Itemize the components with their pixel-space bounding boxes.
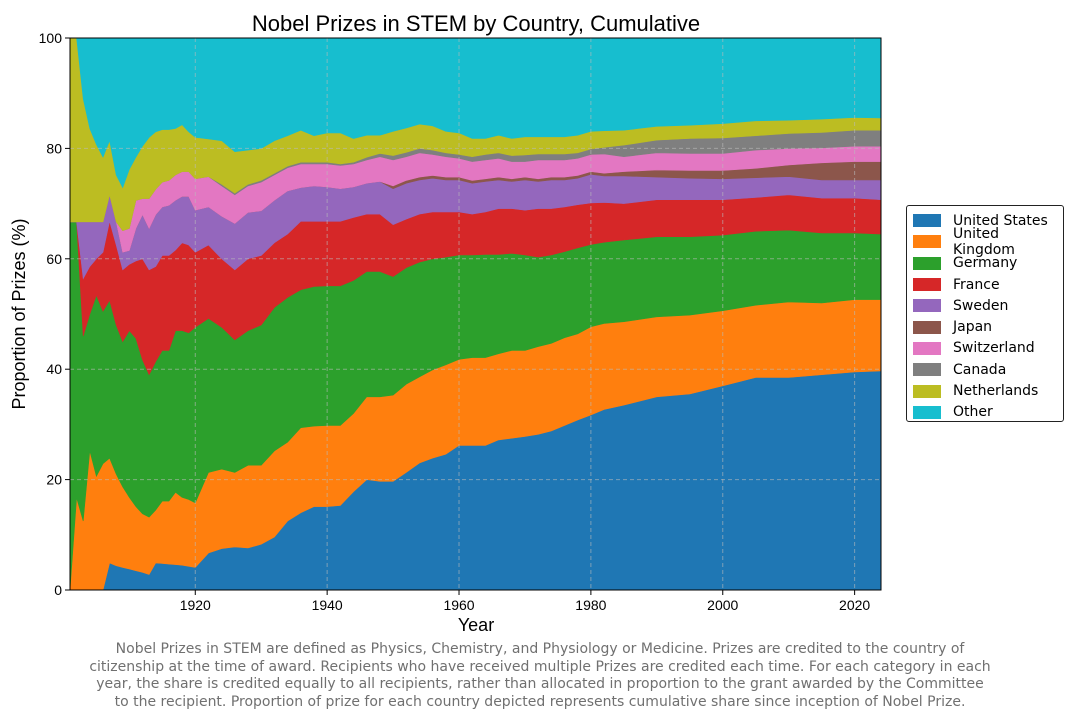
x-axis-label: Year [458,615,494,635]
y-axis-label: Proportion of Prizes (%) [9,218,29,409]
legend-label: Germany [953,255,1018,272]
legend-item: Sweden [913,295,1057,316]
legend-swatch [913,278,941,292]
legend: United States United Kingdom Germany France… [906,205,1064,422]
y-tick-label: 100 [39,30,63,46]
legend-swatch [913,341,941,355]
legend-swatch [913,256,941,270]
x-tick-label: 1940 [312,597,343,613]
legend-label: United Kingdom [953,225,1015,258]
legend-item: United Kingdom [913,226,1057,258]
legend-label: Japan [953,319,993,336]
legend-item: Canada [913,359,1057,380]
legend-item: Japan [913,316,1057,337]
y-tick-label: 80 [46,140,62,156]
legend-swatch [913,405,941,419]
caption-line: citizenship at the time of award. Recipi… [89,658,991,675]
legend-label: Other [953,404,993,421]
legend-swatch [913,320,941,334]
legend-label: United States [953,212,1048,229]
legend-label: Canada [953,361,1007,378]
legend-label: Netherlands [953,383,1039,400]
legend-swatch [913,214,941,228]
x-tick-label: 1920 [180,597,211,613]
legend-item: Netherlands [913,380,1057,401]
plot-frame [69,37,882,591]
caption: Nobel Prizes in STEM are defined as Phys… [40,641,1040,711]
x-tick-label: 1960 [443,597,474,613]
area-layers [69,37,882,591]
y-tick-label: 40 [46,361,62,377]
chart-title: Nobel Prizes in STEM by Country, Cumulat… [252,11,700,36]
x-tick-label: 2000 [707,597,738,613]
y-tick-label: 20 [46,472,62,488]
caption-line: Nobel Prizes in STEM are defined as Phys… [115,641,965,657]
legend-label: Switzerland [953,340,1035,357]
legend-swatch [913,384,941,398]
x-axis: 1920 1940 1960 1980 2000 2020 [180,590,870,613]
legend-item: Other [913,402,1057,423]
x-tick-label: 2020 [839,597,870,613]
legend-item: France [913,274,1057,295]
y-axis: 0 20 40 60 80 100 [39,30,70,598]
caption-line: to the recipient. Proportion of prize fo… [114,693,966,710]
legend-item: Germany [913,253,1057,274]
y-tick-label: 60 [46,251,62,267]
legend-swatch [913,299,941,313]
y-tick-label: 0 [54,582,62,598]
legend-item: United States [913,210,1057,231]
x-tick-label: 1980 [575,597,606,613]
caption-line: year, the share is credited equally to a… [96,676,984,693]
legend-swatch [913,363,941,377]
legend-item: Switzerland [913,338,1057,359]
legend-label: Sweden [953,297,1009,314]
legend-swatch [913,235,941,249]
legend-label: France [953,276,1000,293]
